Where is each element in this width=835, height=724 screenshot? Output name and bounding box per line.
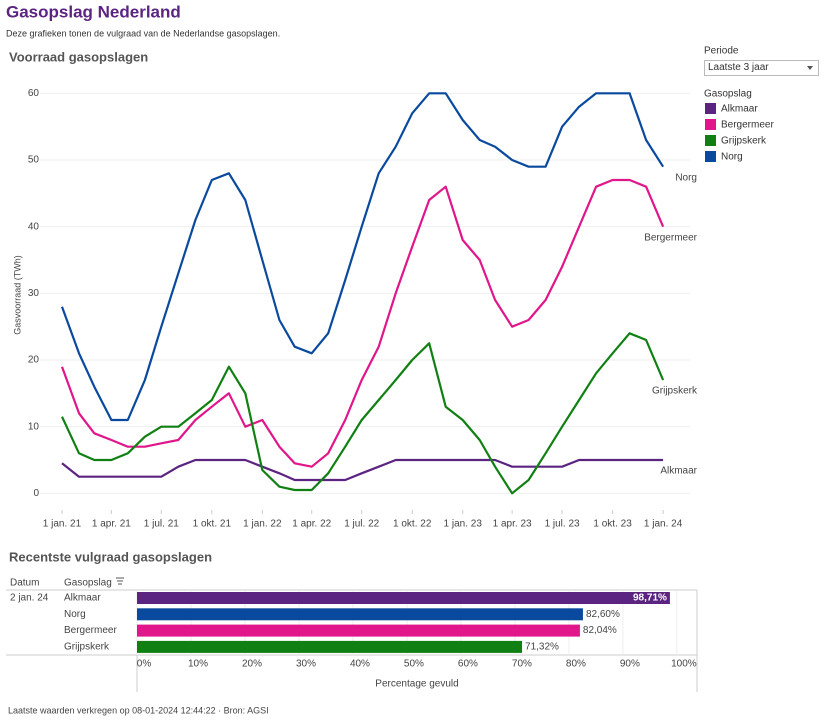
x-tick-label: 40% — [350, 659, 370, 670]
y-tick-label: 10 — [28, 421, 40, 432]
x-tick-label: 100% — [671, 659, 697, 670]
column-header: Datum — [10, 578, 39, 589]
series-end-label: Bergermeer — [644, 232, 697, 243]
legend-swatch — [705, 135, 716, 146]
bar — [137, 624, 580, 637]
value-label: 82,60% — [586, 609, 620, 620]
y-tick-label: 20 — [28, 355, 40, 366]
x-tick-label: 1 jan. 24 — [644, 519, 683, 530]
subtitle: Deze grafieken tonen de vulgraad van de … — [6, 28, 280, 38]
x-tick-label: 20% — [242, 659, 262, 670]
x-tick-label: 1 jul. 23 — [545, 519, 580, 530]
legend-swatch — [705, 119, 716, 130]
category-label: Bergermeer — [64, 625, 117, 636]
series-end-label: Norg — [675, 172, 697, 183]
x-tick-label: 1 apr. 23 — [493, 519, 532, 530]
chart-title: Recentste vulgraad gasopslagen — [9, 549, 212, 564]
series-end-label: Grijpskerk — [652, 386, 698, 397]
x-axis-label: Percentage gevuld — [375, 679, 458, 690]
y-tick-label: 0 — [33, 488, 39, 499]
column-header: Gasopslag — [64, 578, 112, 589]
value-label: 98,71% — [633, 593, 667, 604]
x-tick-label: 1 okt. 21 — [193, 519, 232, 530]
filter-label: Periode — [704, 46, 739, 57]
chart-title: Voorraad gasopslagen — [9, 49, 148, 64]
y-tick-label: 30 — [28, 288, 40, 299]
x-tick-label: 60% — [458, 659, 478, 670]
value-label: 82,04% — [583, 625, 617, 636]
bar — [137, 592, 670, 604]
legend-swatch — [705, 151, 716, 162]
x-tick-label: 70% — [512, 659, 532, 670]
x-tick-label: 1 apr. 22 — [292, 519, 331, 530]
legend-label: Norg — [721, 152, 743, 163]
x-tick-label: 1 jan. 23 — [444, 519, 483, 530]
x-tick-label: 10% — [188, 659, 208, 670]
bar — [137, 608, 583, 621]
y-tick-label: 60 — [28, 88, 40, 99]
footer: Laatste waarden verkregen op 08-01-2024 … — [8, 705, 269, 715]
x-tick-label: 1 jul. 21 — [144, 519, 179, 530]
x-tick-label: 1 okt. 23 — [593, 519, 632, 530]
x-tick-label: 0% — [137, 659, 152, 670]
x-tick-label: 30% — [296, 659, 316, 670]
y-axis-label: Gasvoorraad (TWh) — [12, 255, 22, 335]
series-line — [61, 332, 665, 495]
sort-icon[interactable] — [116, 577, 124, 585]
legend-title: Gasopslag — [704, 89, 752, 100]
series-line — [60, 178, 665, 468]
legend-label: Grijpskerk — [721, 136, 767, 147]
x-tick-label: 1 jan. 22 — [243, 519, 282, 530]
date-cell: 2 jan. 24 — [10, 593, 49, 604]
category-label: Grijpskerk — [64, 642, 110, 653]
x-tick-label: 50% — [404, 659, 424, 670]
legend-label: Alkmaar — [721, 104, 758, 115]
x-tick-label: 90% — [620, 659, 640, 670]
page-title: Gasopslag Nederland — [6, 2, 181, 21]
x-tick-label: 1 jul. 22 — [344, 519, 379, 530]
category-label: Norg — [64, 609, 86, 620]
y-tick-label: 40 — [28, 221, 40, 232]
bar — [137, 640, 523, 653]
series-line — [60, 92, 665, 422]
legend-label: Bergermeer — [721, 120, 774, 131]
series-end-label: Alkmaar — [660, 466, 697, 477]
value-label: 71,32% — [525, 642, 559, 653]
series-line — [61, 458, 664, 482]
category-label: Alkmaar — [64, 593, 101, 604]
x-tick-label: 80% — [566, 659, 586, 670]
x-tick-label: 1 okt. 22 — [393, 519, 432, 530]
y-tick-label: 50 — [28, 155, 40, 166]
period-dropdown[interactable]: Laatste 3 jaar — [704, 60, 819, 76]
legend-swatch — [705, 103, 716, 114]
x-tick-label: 1 jan. 21 — [43, 519, 82, 530]
x-tick-label: 1 apr. 21 — [92, 519, 131, 530]
